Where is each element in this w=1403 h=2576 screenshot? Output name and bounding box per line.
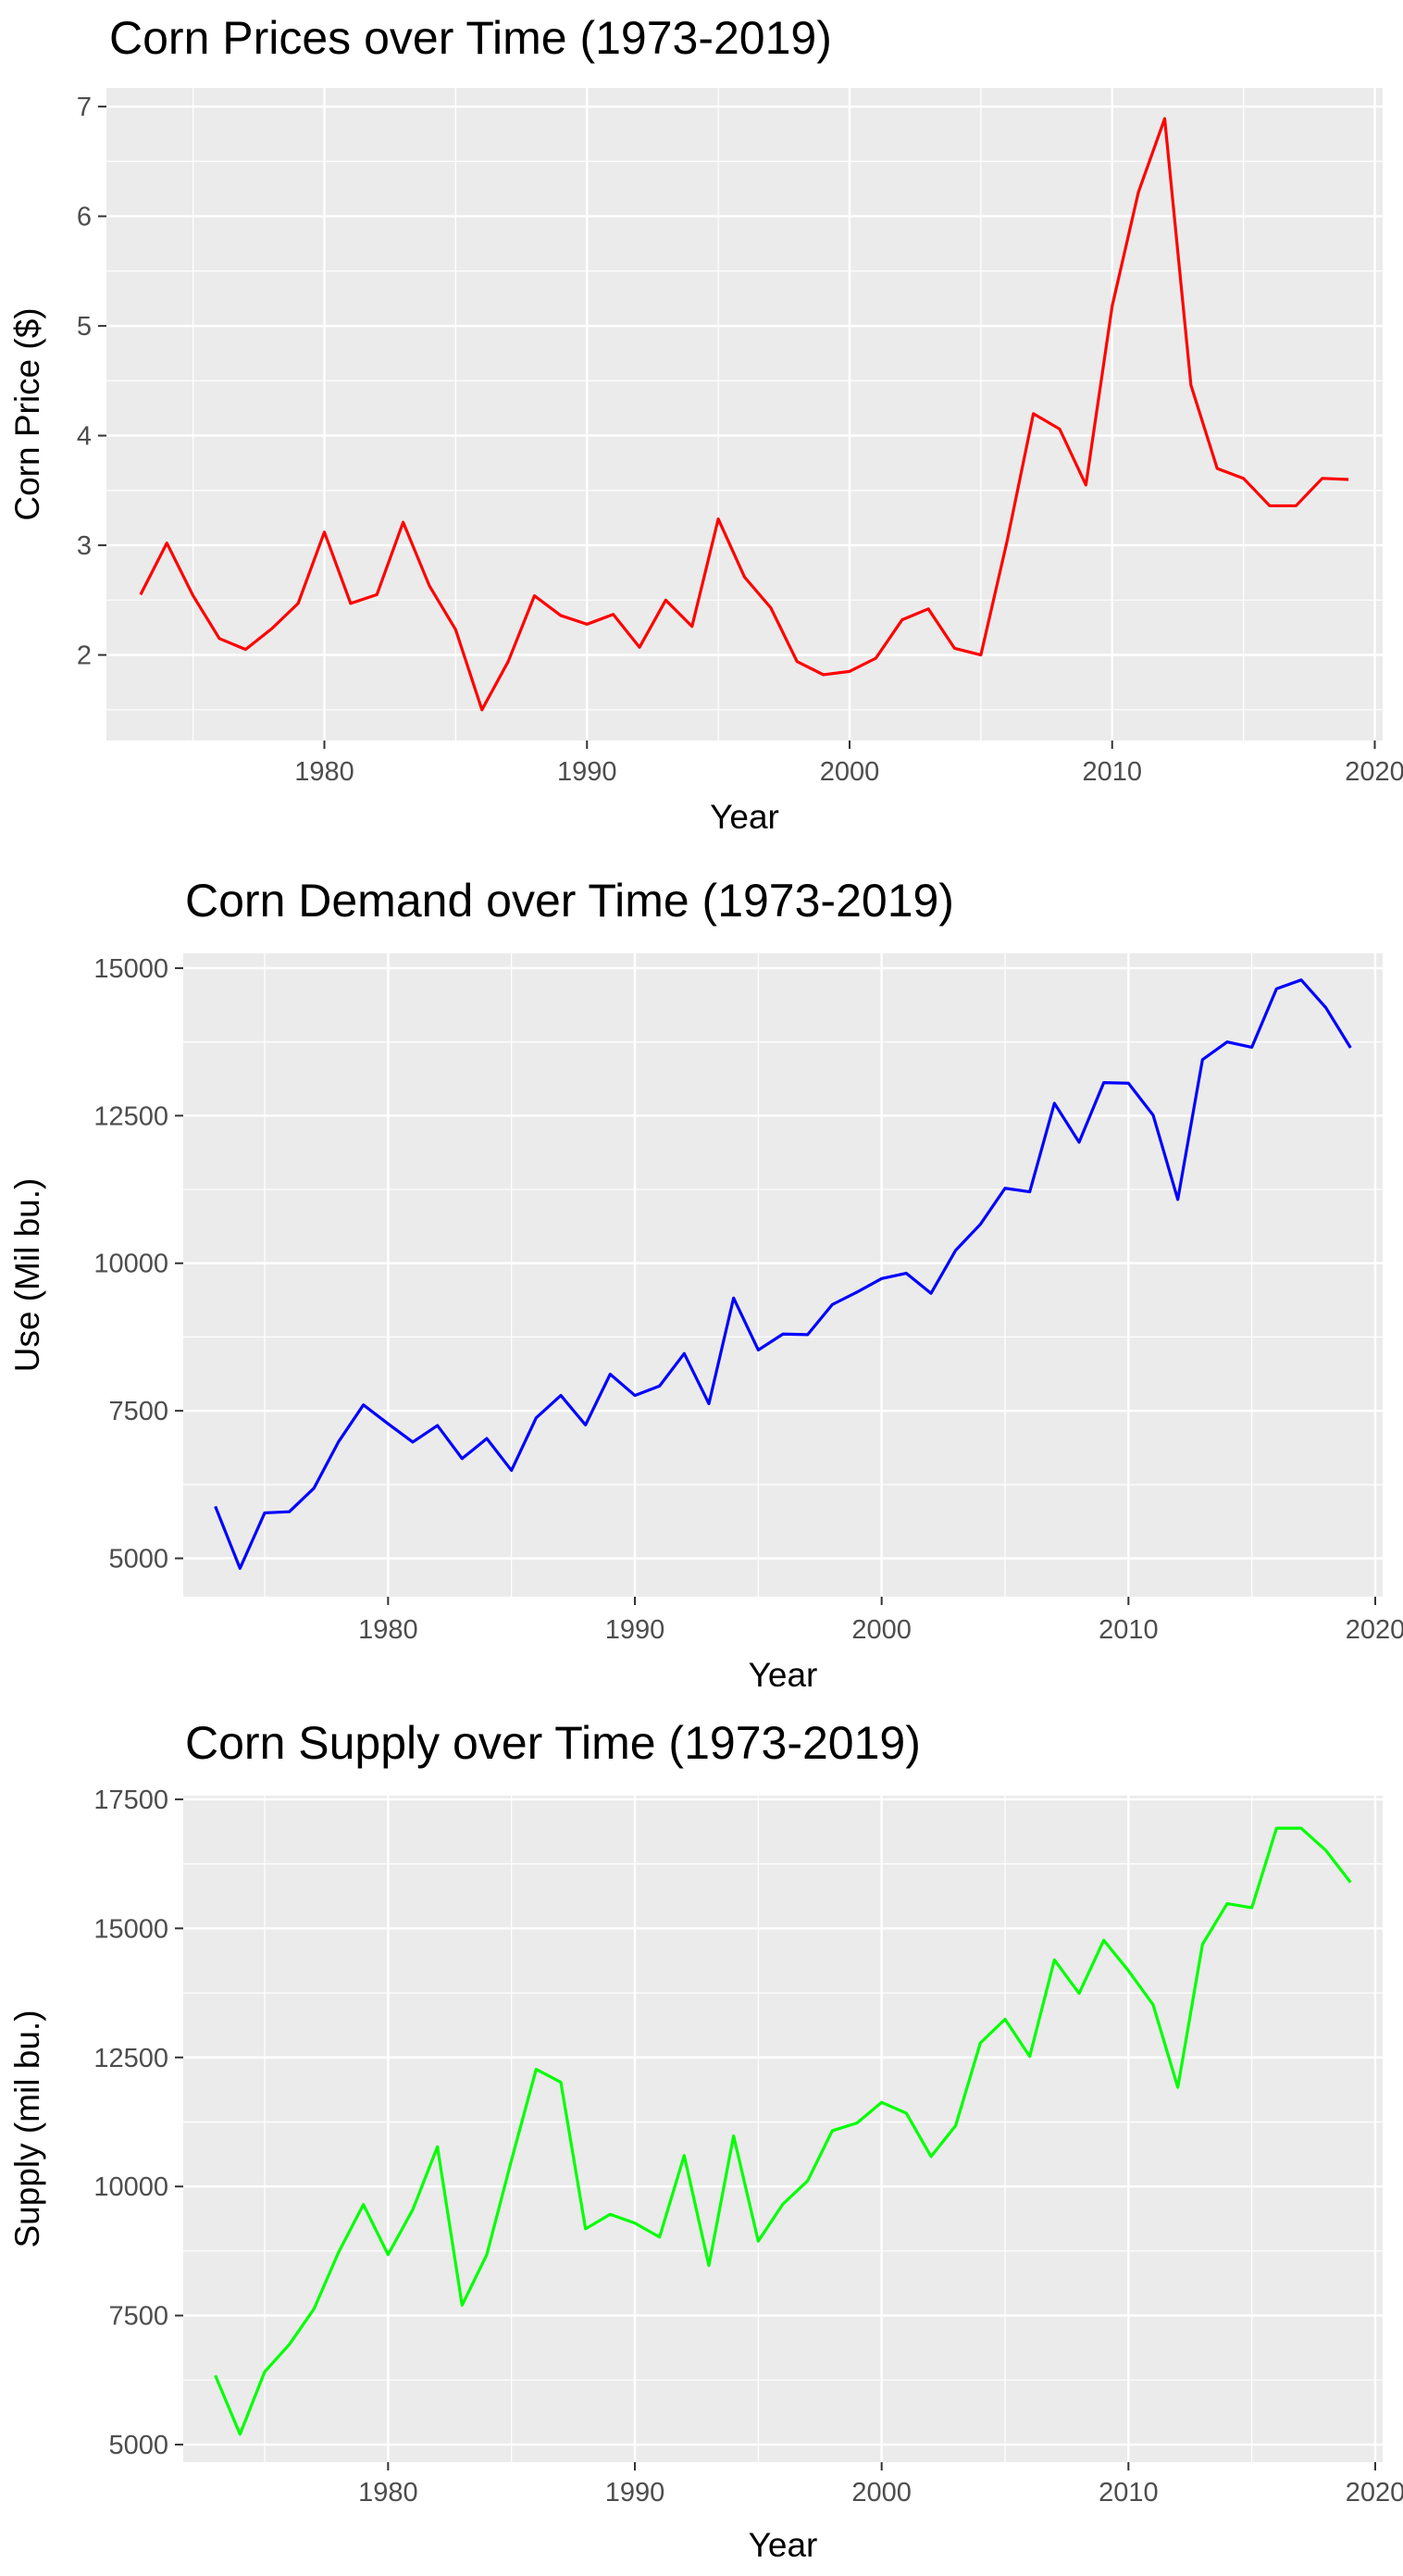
supply-x-tick-label: 1980 (358, 2478, 418, 2508)
price-x-tick-label: 2000 (820, 757, 880, 787)
demand-chart: 1980 1990 2000 2010 2020 5000 7500 10000 12500 15… (8, 875, 1403, 1694)
demand-chart-panel: 1980 1990 2000 2010 2020 5000 7500 10000 12500 15… (0, 842, 1403, 1703)
demand-x-tick-label: 2010 (1099, 1615, 1159, 1645)
price-chart-panel: 1980 1990 2000 2010 2020 2 3 4 5 6 7 Corn Prices ov… (0, 0, 1403, 842)
demand-x-tick-label: 1980 (358, 1615, 418, 1645)
supply-chart: 1980 1990 2000 2010 2020 5000 7500 10000 12500 15… (8, 1717, 1403, 2564)
demand-y-tick-label: 10000 (93, 1250, 168, 1279)
supply-y-tick-label: 17500 (93, 1786, 168, 1815)
supply-series-line (214, 1826, 1352, 2436)
price-y-tick-label: 3 (77, 531, 92, 561)
price-series-line (139, 117, 1349, 712)
price-x-tick-label: 1990 (557, 757, 617, 787)
supply-y-tick-label: 5000 (108, 2431, 168, 2460)
demand-y-axis-label: Use (Mil bu.) (8, 1178, 46, 1373)
price-y-tick-label: 7 (77, 93, 92, 122)
demand-x-tick-label: 2020 (1346, 1615, 1403, 1645)
supply-x-tick-label: 2020 (1346, 2478, 1403, 2508)
price-y-tick-label: 2 (77, 641, 92, 671)
supply-x-tick-label: 2000 (851, 2478, 912, 2508)
price-y-tick-label: 6 (77, 203, 92, 232)
supply-x-tick-label: 2010 (1099, 2478, 1159, 2508)
price-y-tick-label: 5 (77, 312, 92, 342)
demand-y-tick-label: 7500 (108, 1397, 168, 1426)
price-x-tick-label: 1980 (294, 757, 354, 787)
supply-x-tick-label: 1990 (605, 2478, 665, 2508)
price-x-tick-label: 2010 (1082, 757, 1142, 787)
supply-chart-panel: 1980 1990 2000 2010 2020 5000 7500 10000 12500 15… (0, 1703, 1403, 2576)
supply-x-axis-label: Year (749, 2526, 818, 2564)
price-x-tick-label: 2020 (1345, 757, 1403, 787)
price-y-axis-label: Corn Price ($) (8, 307, 46, 520)
demand-series-line (214, 978, 1352, 1570)
demand-chart-title: Corn Demand over Time (1973-2019) (185, 875, 954, 927)
demand-y-tick-label: 5000 (108, 1545, 168, 1574)
supply-y-axis-label: Supply (mil bu.) (8, 2010, 46, 2247)
demand-x-axis-label: Year (749, 1656, 818, 1694)
price-chart: 1980 1990 2000 2010 2020 2 3 4 5 6 7 Corn Prices ov… (8, 12, 1403, 836)
demand-x-tick-label: 1990 (605, 1615, 665, 1645)
supply-plot-background (183, 1796, 1383, 2462)
supply-y-tick-label: 7500 (108, 2302, 168, 2332)
demand-y-tick-label: 15000 (93, 954, 168, 984)
supply-chart-title: Corn Supply over Time (1973-2019) (185, 1717, 921, 1769)
demand-x-tick-label: 2000 (851, 1615, 912, 1645)
demand-y-tick-label: 12500 (93, 1101, 168, 1131)
price-y-tick-label: 4 (77, 422, 92, 452)
supply-y-tick-label: 12500 (93, 2044, 168, 2073)
price-plot-background (106, 88, 1383, 740)
supply-y-tick-label: 10000 (93, 2172, 168, 2202)
price-x-axis-label: Year (710, 798, 779, 836)
demand-plot-background (183, 953, 1383, 1597)
supply-y-tick-label: 15000 (93, 1914, 168, 1944)
price-chart-title: Corn Prices over Time (1973-2019) (109, 12, 832, 64)
